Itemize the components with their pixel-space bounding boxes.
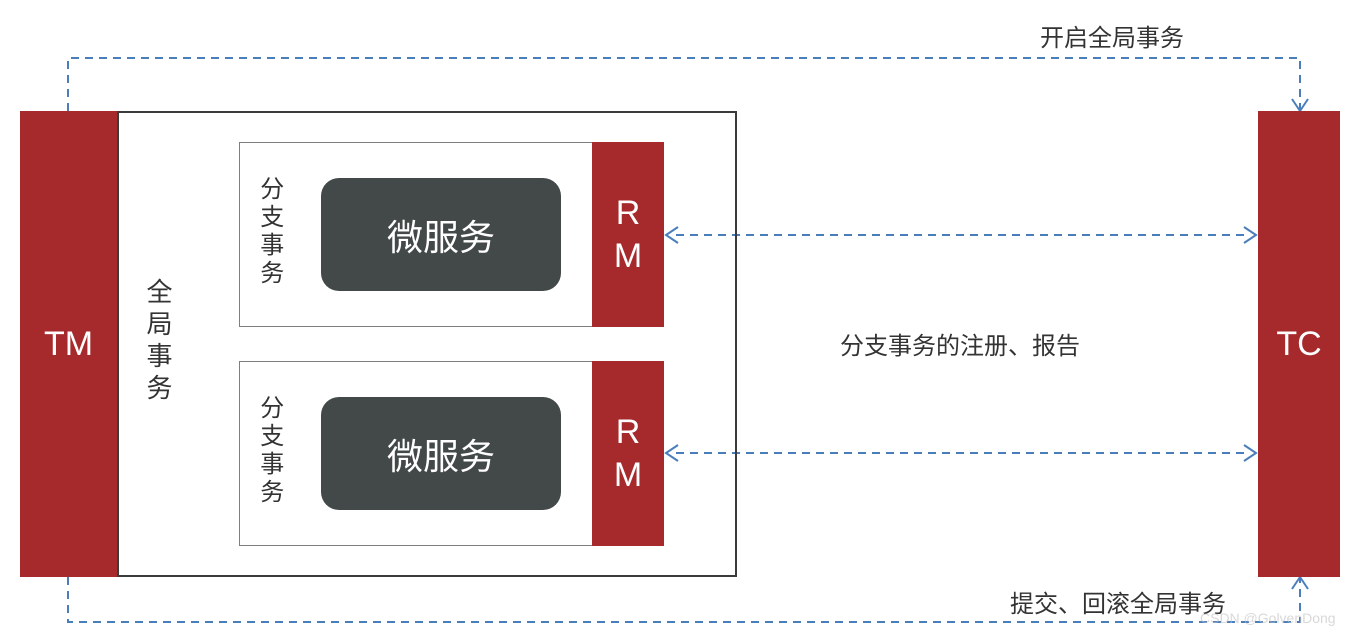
rm2-label: RM <box>608 411 648 496</box>
tm-label: TM <box>44 325 93 364</box>
arrow-rm1-right <box>1244 227 1256 243</box>
micro1-label: 微服务 <box>387 209 495 261</box>
edge-top-label: 开启全局事务 <box>1040 18 1184 53</box>
edge-bottom-label: 提交、回滚全局事务 <box>1010 584 1226 619</box>
branch1-label: 分支事务 <box>254 176 284 288</box>
micro2-label: 微服务 <box>387 428 495 480</box>
arrow-rm2-right <box>1244 445 1256 461</box>
rm1-label: RM <box>608 192 648 277</box>
watermark: CSDN @GolvenDong <box>1200 610 1336 626</box>
branch2-label: 分支事务 <box>254 395 284 507</box>
rm2-node: RM <box>592 361 664 546</box>
micro1-node: 微服务 <box>321 178 561 291</box>
tc-label: TC <box>1276 325 1321 364</box>
arrow-bottom <box>1292 577 1308 589</box>
edge-middle-label: 分支事务的注册、报告 <box>840 326 1080 361</box>
global-label: 全局事务 <box>137 278 177 406</box>
tm-node: TM <box>20 111 117 577</box>
rm1-node: RM <box>592 142 664 327</box>
tc-node: TC <box>1258 111 1340 577</box>
arrow-top <box>1292 99 1308 111</box>
micro2-node: 微服务 <box>321 397 561 510</box>
edge-top-path <box>68 58 1300 111</box>
